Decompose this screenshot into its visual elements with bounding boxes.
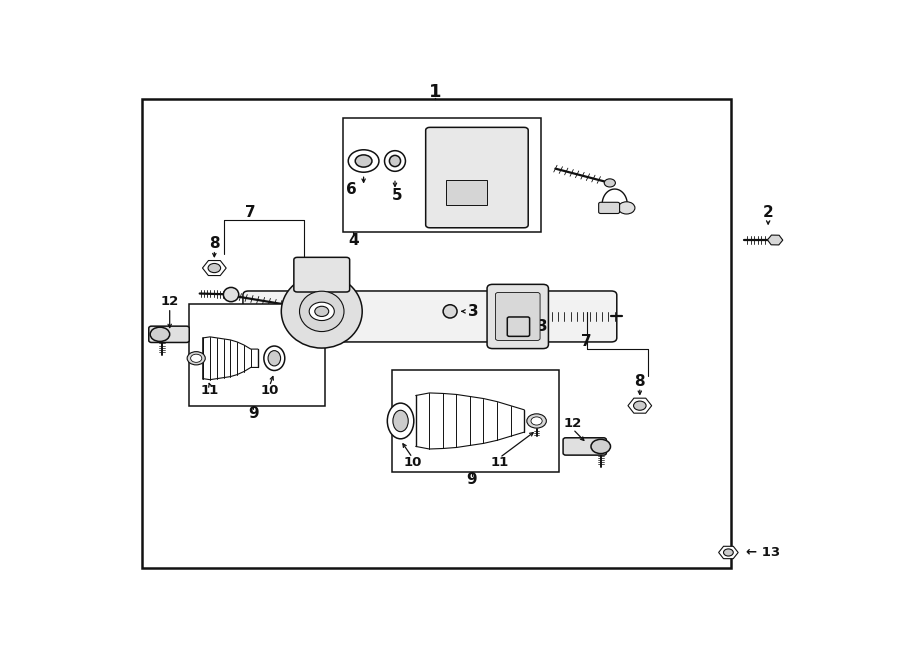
Circle shape: [310, 302, 334, 320]
Text: 6: 6: [346, 181, 356, 197]
FancyBboxPatch shape: [293, 258, 349, 292]
Text: 7: 7: [245, 205, 256, 220]
Text: 4: 4: [347, 232, 358, 248]
Circle shape: [191, 354, 202, 362]
FancyBboxPatch shape: [426, 127, 528, 228]
Text: 11: 11: [491, 456, 508, 469]
Text: 7: 7: [581, 334, 592, 349]
Text: 12: 12: [563, 416, 582, 430]
Ellipse shape: [264, 346, 284, 371]
Text: 9: 9: [466, 472, 477, 487]
FancyBboxPatch shape: [343, 118, 542, 232]
FancyBboxPatch shape: [487, 285, 548, 349]
Text: 11: 11: [201, 384, 220, 397]
Circle shape: [187, 352, 205, 365]
FancyBboxPatch shape: [392, 370, 559, 472]
Text: 12: 12: [160, 295, 179, 308]
Circle shape: [618, 202, 634, 214]
Ellipse shape: [300, 291, 344, 332]
Circle shape: [150, 327, 170, 342]
FancyBboxPatch shape: [142, 99, 731, 568]
Circle shape: [208, 263, 220, 273]
FancyBboxPatch shape: [563, 438, 607, 455]
Ellipse shape: [393, 410, 409, 432]
Ellipse shape: [384, 151, 406, 171]
Circle shape: [604, 179, 616, 187]
FancyBboxPatch shape: [598, 203, 619, 214]
Circle shape: [634, 401, 646, 410]
Text: 8: 8: [209, 236, 220, 251]
FancyBboxPatch shape: [189, 304, 325, 406]
FancyBboxPatch shape: [148, 326, 189, 342]
Circle shape: [531, 417, 542, 425]
Ellipse shape: [223, 287, 238, 302]
Circle shape: [348, 150, 379, 172]
Text: 3: 3: [469, 304, 479, 319]
Circle shape: [526, 414, 546, 428]
FancyBboxPatch shape: [495, 293, 540, 340]
Ellipse shape: [282, 275, 362, 348]
FancyBboxPatch shape: [446, 180, 487, 205]
Circle shape: [315, 307, 328, 316]
Text: 1: 1: [429, 83, 442, 101]
Ellipse shape: [443, 305, 457, 318]
Text: 5: 5: [392, 188, 402, 203]
Text: 8: 8: [634, 374, 645, 389]
Text: ← 13: ← 13: [746, 546, 780, 559]
Ellipse shape: [268, 351, 281, 366]
Text: 9: 9: [248, 406, 258, 421]
Text: 2: 2: [763, 205, 773, 220]
Text: 10: 10: [260, 384, 279, 397]
Circle shape: [356, 155, 372, 167]
FancyBboxPatch shape: [243, 291, 617, 342]
Text: 10: 10: [403, 456, 421, 469]
Ellipse shape: [390, 156, 400, 167]
Ellipse shape: [514, 309, 529, 324]
Ellipse shape: [387, 403, 414, 439]
Circle shape: [591, 440, 610, 453]
Circle shape: [724, 549, 733, 556]
FancyBboxPatch shape: [508, 317, 529, 336]
Text: 3: 3: [536, 319, 547, 334]
